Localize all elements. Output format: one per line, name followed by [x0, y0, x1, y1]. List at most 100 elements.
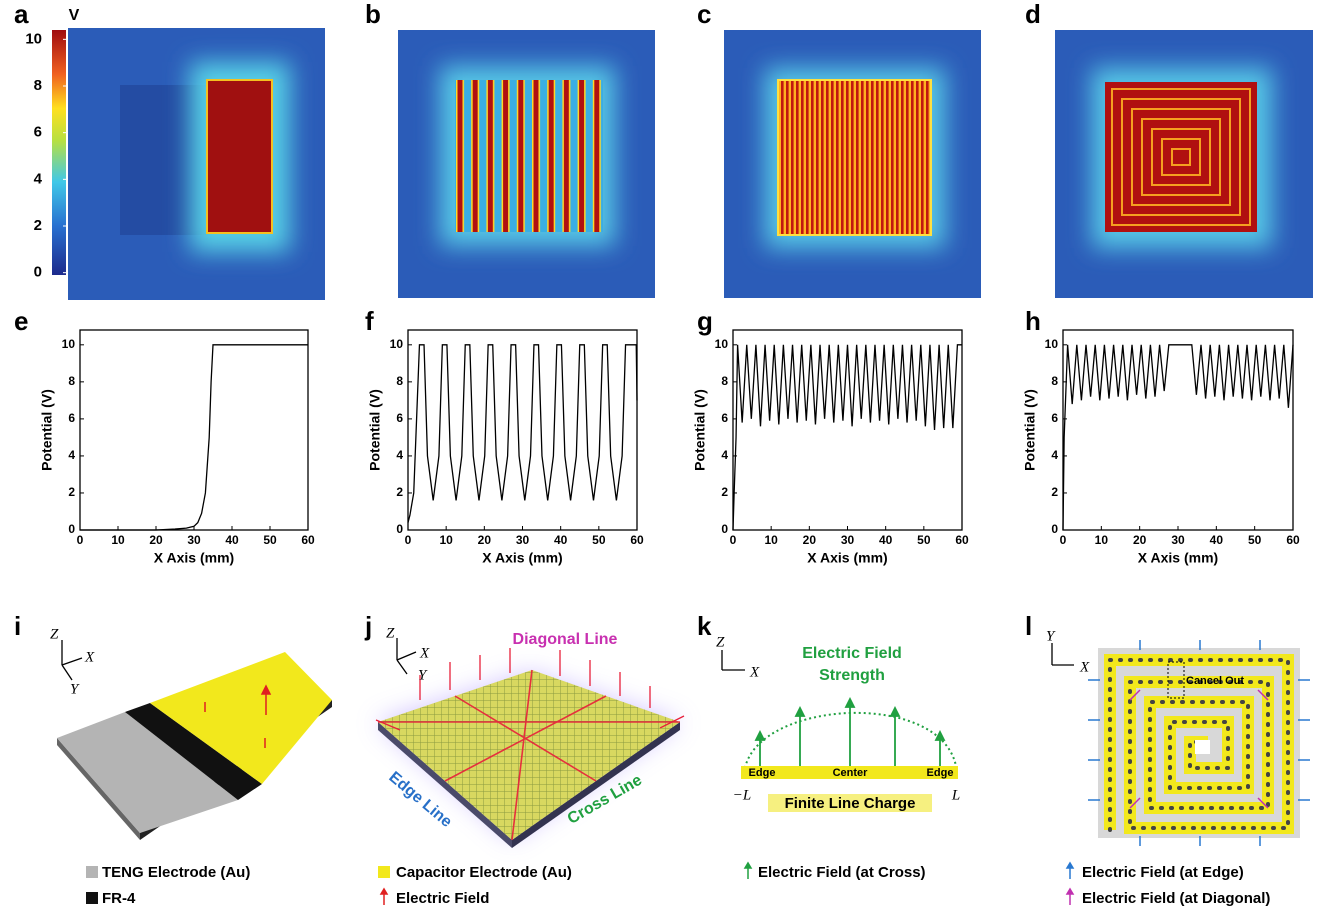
y-tick-label: 2 [396, 485, 403, 499]
x-axis-label: X Axis (mm) [482, 550, 562, 566]
shape [260, 684, 272, 695]
caption: Finite Line Charge [785, 795, 916, 812]
colorbar-tick-label: 8 [34, 77, 42, 94]
x-tick-label: 0 [730, 533, 737, 547]
x-tick-label: 60 [630, 533, 644, 547]
y-tick-label: 0 [68, 522, 75, 536]
data-line [732, 344, 962, 531]
heatmap-d [1055, 30, 1313, 298]
y-tick-label: 8 [721, 374, 728, 388]
shape [150, 652, 332, 784]
panel-label: l [1025, 611, 1032, 641]
y-tick-label: 10 [390, 337, 404, 351]
x-tick-label: 40 [1210, 533, 1224, 547]
shape [1111, 88, 1251, 226]
x-tick-label: 50 [263, 533, 277, 547]
y-axis-label: Potential (V) [367, 389, 383, 471]
end-label: L [951, 787, 960, 803]
colorbar-unit: V [69, 7, 80, 24]
x-tick-label: 0 [77, 533, 84, 547]
shape [1129, 797, 1141, 809]
x-tick-label: 10 [439, 533, 453, 547]
panel-label: j [364, 611, 372, 641]
y-axis-label: Potential (V) [692, 389, 708, 471]
y-tick-label: 10 [1045, 337, 1059, 351]
colorbar-tick-label: 10 [25, 30, 42, 47]
shape [378, 866, 390, 878]
shape [375, 719, 401, 731]
x-tick-label: 50 [917, 533, 931, 547]
diagram-k [721, 650, 958, 812]
x-tick-label: 50 [592, 533, 606, 547]
y-tick-label: 4 [396, 448, 403, 462]
legend-label: Capacitor Electrode (Au) [396, 864, 572, 881]
shape [889, 705, 901, 717]
data-line [1062, 344, 1294, 531]
x-tick-label: 60 [955, 533, 969, 547]
y-tick-label: 4 [1051, 448, 1058, 462]
shape [1257, 689, 1269, 701]
shape [1129, 689, 1269, 809]
data-line [407, 344, 638, 523]
shape [1065, 861, 1075, 879]
shape [57, 738, 140, 840]
shape [743, 861, 753, 879]
x-tick-label: 10 [111, 533, 125, 547]
bar-label: Center [833, 767, 869, 779]
bar-label: Edge [749, 767, 776, 779]
shape [1105, 82, 1257, 232]
panel-label: b [365, 0, 381, 29]
axis-label: Y [418, 667, 428, 683]
x-tick-label: 60 [301, 533, 315, 547]
shape [743, 861, 753, 869]
shape [741, 766, 958, 779]
y-tick-label: 8 [68, 374, 75, 388]
shape [57, 712, 238, 833]
shape [378, 670, 680, 840]
colorbar-tick-label: 2 [34, 217, 42, 234]
shape [86, 892, 98, 904]
y-tick-label: 8 [1051, 374, 1058, 388]
y-tick-label: 4 [721, 448, 728, 462]
y-tick-label: 4 [68, 448, 75, 462]
x-tick-label: 0 [405, 533, 412, 547]
diagram-l [1051, 640, 1310, 846]
y-axis-label: Potential (V) [1022, 389, 1038, 471]
shape [204, 684, 272, 748]
shape [61, 664, 73, 681]
shape [206, 79, 273, 234]
shape [125, 703, 262, 800]
shape [511, 669, 533, 841]
x-tick-label: 20 [803, 533, 817, 547]
y-tick-label: 10 [715, 337, 729, 351]
heatmap-a [68, 28, 325, 300]
panel-label: d [1025, 0, 1041, 29]
shape [444, 695, 607, 782]
shape [1121, 98, 1241, 216]
data-line [80, 344, 308, 531]
shape [754, 696, 946, 766]
panel-label: h [1025, 306, 1041, 336]
bar-label: Edge [927, 767, 954, 779]
panel-label: a [14, 0, 29, 29]
axis-label: Z [716, 634, 725, 650]
y-tick-label: 6 [68, 411, 75, 425]
shape [1151, 128, 1211, 186]
shape [777, 79, 932, 236]
y-tick-label: 2 [1051, 485, 1058, 499]
x-axis-label: X Axis (mm) [1138, 550, 1218, 566]
colorbar-tick-label: 6 [34, 124, 42, 141]
axis-label: Y [1046, 628, 1056, 644]
legend-label: TENG Electrode (Au) [102, 864, 250, 881]
shape [396, 659, 408, 675]
axis-label: Z [50, 626, 59, 642]
panel-label: g [697, 306, 713, 336]
panel-label: i [14, 611, 21, 641]
shape [659, 715, 685, 729]
shape [1131, 108, 1231, 206]
axis-label: X [84, 649, 95, 665]
shape [375, 648, 685, 731]
